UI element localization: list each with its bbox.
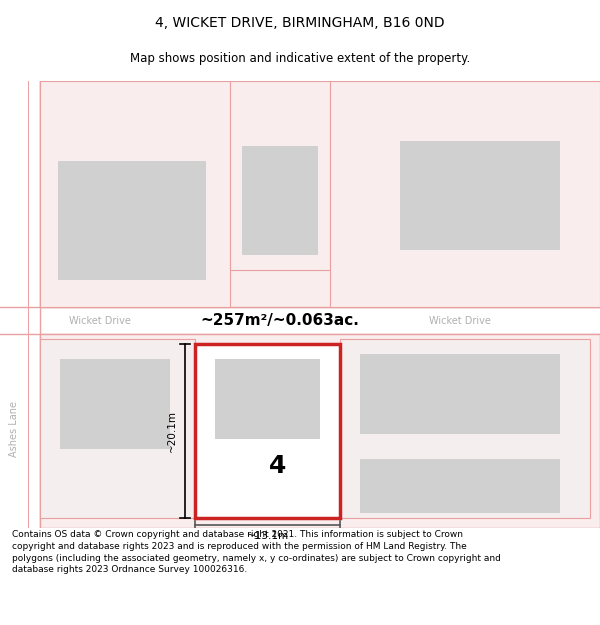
- Bar: [340, 339, 590, 518]
- Text: ~257m²/~0.063ac.: ~257m²/~0.063ac.: [200, 313, 359, 328]
- Text: 4, WICKET DRIVE, BIRMINGHAM, B16 0ND: 4, WICKET DRIVE, BIRMINGHAM, B16 0ND: [155, 16, 445, 30]
- Text: ~13.1m: ~13.1m: [247, 531, 289, 541]
- Text: Map shows position and indicative extent of the property.: Map shows position and indicative extent…: [130, 52, 470, 65]
- Bar: [400, 141, 560, 250]
- Bar: [242, 146, 318, 255]
- Bar: [58, 161, 206, 280]
- Bar: [360, 459, 560, 513]
- Bar: [40, 81, 600, 307]
- Bar: [195, 344, 340, 518]
- Bar: [40, 81, 230, 307]
- Bar: [60, 359, 170, 449]
- Text: 4: 4: [269, 454, 286, 478]
- Text: ~20.1m: ~20.1m: [167, 410, 177, 452]
- Text: Wicket Drive: Wicket Drive: [69, 316, 131, 326]
- Bar: [360, 354, 560, 434]
- Bar: [230, 81, 330, 270]
- Text: Contains OS data © Crown copyright and database right 2021. This information is : Contains OS data © Crown copyright and d…: [12, 530, 501, 574]
- Bar: [215, 359, 320, 439]
- Bar: [330, 81, 600, 307]
- Bar: [0, 307, 600, 334]
- Bar: [40, 334, 600, 528]
- Bar: [40, 339, 195, 518]
- Text: Wicket Drive: Wicket Drive: [429, 316, 491, 326]
- Bar: [0, 81, 40, 528]
- Text: Ashes Lane: Ashes Lane: [9, 401, 19, 457]
